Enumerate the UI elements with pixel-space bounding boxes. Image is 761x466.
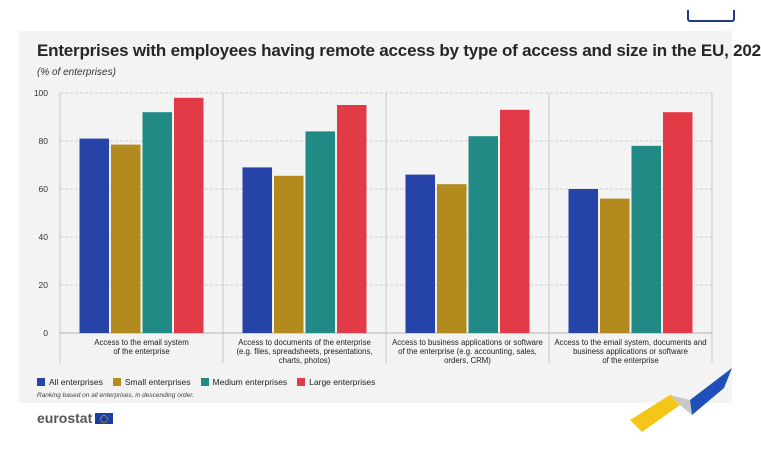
x-category-label: of the enterprise [113, 347, 169, 356]
legend-label: All enterprises [49, 377, 103, 387]
legend-item: All enterprises [37, 377, 103, 387]
legend-item: Medium enterprises [200, 377, 288, 387]
bar [274, 175, 304, 333]
y-tick-label: 40 [39, 232, 49, 242]
y-tick-label: 20 [39, 280, 49, 290]
decorative-swoosh-icon [630, 368, 732, 432]
footnote: Ranking based on all enterprises, in des… [37, 392, 194, 399]
bar [242, 167, 272, 333]
legend-swatch [112, 378, 121, 386]
x-category-label: Access to the email system, documents an… [554, 338, 706, 347]
y-tick-label: 100 [34, 88, 48, 98]
legend-label: Large enterprises [309, 377, 376, 387]
x-category-label: Access to documents of the enterprise [238, 338, 371, 347]
x-category-label: charts, photos) [279, 356, 331, 365]
bar [468, 136, 498, 333]
legend-swatch [297, 378, 306, 386]
bar [142, 112, 172, 333]
y-tick-label: 0 [43, 328, 48, 338]
x-category-label: (e.g. files, spreadsheets, presentations… [236, 347, 372, 356]
chart-subtitle: (% of enterprises) [37, 67, 116, 78]
bar [111, 144, 141, 333]
legend-item: Small enterprises [112, 377, 191, 387]
x-category-label: of the enterprise (e.g. accounting, sale… [398, 347, 537, 356]
eu-flag-icon [95, 412, 114, 424]
x-category-label: Access to business applications or softw… [392, 338, 543, 347]
eurostat-logo: eurostat [37, 410, 114, 426]
bar [405, 174, 435, 333]
bar [663, 112, 693, 333]
bar [437, 184, 467, 333]
legend-swatch [200, 378, 209, 386]
y-tick-label: 60 [39, 184, 49, 194]
bar [305, 131, 335, 333]
corner-bracket-decoration [687, 10, 735, 22]
bar [500, 109, 530, 333]
x-category-label: Access to the email system [94, 338, 188, 347]
x-category-label: orders, CRM) [444, 356, 491, 365]
legend-swatch [37, 378, 45, 386]
bar [174, 97, 204, 333]
bar [600, 198, 630, 333]
bar [568, 189, 598, 333]
x-category-label: business applications or software [573, 347, 688, 356]
legend: All enterprises Small enterprises Medium e… [37, 377, 375, 387]
eurostat-logo-text: eurostat [37, 410, 93, 426]
legend-item: Large enterprises [297, 377, 375, 387]
chart-title: Enterprises with employees having remote… [37, 41, 761, 60]
bar [631, 145, 661, 333]
bar [337, 105, 367, 333]
y-tick-label: 80 [39, 136, 49, 146]
bar [79, 138, 109, 333]
legend-label: Medium enterprises [212, 377, 288, 387]
x-category-label: of the enterprise [602, 356, 658, 365]
legend-label: Small enterprises [124, 377, 191, 387]
